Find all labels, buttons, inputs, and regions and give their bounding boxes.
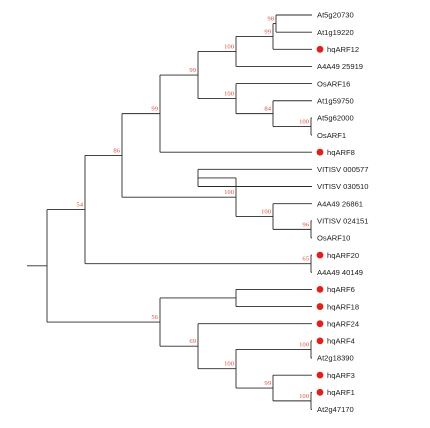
leaf-label: VITISV 030510	[317, 182, 369, 191]
highlight-marker-icon	[316, 388, 324, 396]
leaf-labels: At5g20730 At1g19220 hqARF12 A4A49 25919 OsAR…	[316, 11, 369, 414]
bootstrap-value: 56	[151, 314, 158, 321]
leaf-label: hqARF3	[327, 371, 355, 380]
bootstrap-value: 69	[189, 338, 196, 345]
highlight-marker-icon	[316, 371, 324, 379]
bootstrap-values: 98 99 100 100 84 100 99 99 96 100 100 86 65 54 100 100 9…	[76, 16, 309, 400]
leaf-label: OsARF16	[317, 79, 350, 88]
leaf-label: hqARF8	[327, 148, 355, 157]
leaf-label: A4A49 25919	[317, 62, 363, 71]
bootstrap-value: 54	[76, 202, 83, 209]
leaf-label: hqARF4	[327, 337, 355, 346]
bootstrap-value: 100	[299, 393, 310, 400]
highlight-marker-icon	[316, 45, 324, 53]
bootstrap-value: 84	[264, 106, 271, 113]
highlight-marker-icon	[316, 303, 324, 310]
leaf-label: At1g59750	[317, 96, 354, 105]
bootstrap-value: 100	[224, 43, 235, 50]
leaf-label: OsARF10	[317, 234, 350, 243]
leaf-label: VITISV 000577	[317, 165, 369, 174]
highlight-marker-icon	[316, 148, 324, 156]
bootstrap-value: 99	[264, 380, 271, 387]
bootstrap-value: 100	[299, 118, 310, 125]
highlight-marker-icon	[316, 320, 324, 328]
leaf-label: At5g62000	[317, 114, 354, 123]
bootstrap-value: 99	[264, 28, 271, 35]
highlight-marker-icon	[316, 337, 324, 345]
bootstrap-value: 65	[302, 256, 309, 263]
leaf-label: hqARF6	[327, 285, 355, 294]
bootstrap-value: 98	[267, 16, 274, 23]
leaf-label: A4A49 40149	[317, 268, 363, 277]
bootstrap-value: 100	[261, 209, 272, 216]
bootstrap-value: 100	[224, 189, 235, 196]
bootstrap-value: 86	[113, 147, 120, 154]
bootstrap-value: 99	[151, 106, 158, 113]
leaf-label: OsARF1	[317, 131, 346, 140]
bootstrap-value: 100	[299, 341, 310, 348]
leaf-label: At5g20730	[317, 11, 354, 20]
leaf-label: hqARF18	[327, 302, 359, 311]
tree-branches	[27, 14, 312, 410]
leaf-label: hqARF20	[327, 251, 359, 260]
leaf-label: VITISV 024151	[317, 217, 369, 226]
leaf-label: hqARF24	[327, 319, 359, 328]
bootstrap-value: 100	[224, 361, 235, 368]
bootstrap-value: 96	[302, 221, 309, 228]
leaf-label: At2g18390	[317, 354, 354, 363]
leaf-label: At1g19220	[317, 28, 354, 37]
leaf-label: hqARF12	[327, 45, 359, 54]
leaf-label: hqARF1	[327, 388, 355, 397]
bootstrap-value: 100	[224, 91, 235, 98]
leaf-label: A4A49 26861	[317, 199, 363, 208]
highlight-marker-icon	[316, 286, 324, 293]
highlight-marker-icon	[316, 251, 324, 259]
leaf-label: At2g47170	[317, 405, 354, 414]
bootstrap-value: 99	[189, 67, 196, 74]
